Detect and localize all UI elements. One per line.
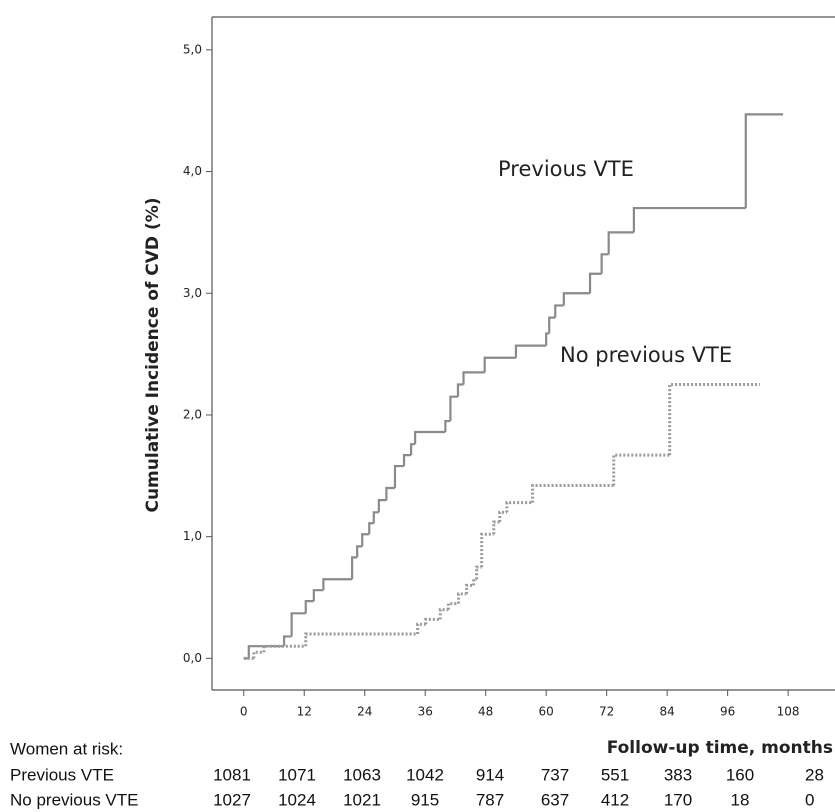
step-segment bbox=[414, 430, 426, 445]
step-segment bbox=[456, 383, 464, 397]
step-segment bbox=[449, 395, 458, 422]
step-segment bbox=[462, 371, 485, 385]
risk-count: 1063 bbox=[343, 765, 381, 784]
step-segment bbox=[304, 600, 314, 614]
x-tick-label: 36 bbox=[418, 705, 433, 719]
risk-count: 1042 bbox=[406, 765, 444, 784]
step-segment bbox=[444, 419, 451, 432]
step-segment bbox=[588, 272, 602, 294]
step-segment bbox=[402, 454, 412, 467]
risk-count: 170 bbox=[664, 790, 692, 809]
step-segment bbox=[385, 486, 395, 501]
x-tick-label: 96 bbox=[720, 705, 735, 719]
step-segment bbox=[322, 578, 353, 591]
step-segment bbox=[483, 356, 516, 373]
risk-count: 0 bbox=[805, 790, 814, 809]
y-tick-label: 0,0 bbox=[183, 651, 202, 665]
step-segment bbox=[368, 522, 374, 535]
y-tick-label: 5,0 bbox=[183, 42, 202, 56]
step-segment bbox=[465, 583, 474, 594]
y-tick-label: 3,0 bbox=[183, 286, 202, 300]
y-tick-label: 1,0 bbox=[183, 529, 202, 543]
risk-count: 18 bbox=[731, 790, 750, 809]
step-segment bbox=[668, 383, 760, 456]
y-axis-label: Cumulative Incidence of CVD (%) bbox=[143, 197, 163, 512]
step-segment bbox=[744, 113, 784, 209]
risk-count: 383 bbox=[664, 765, 692, 784]
series-annotation: Previous VTE bbox=[498, 157, 634, 181]
step-segment bbox=[304, 632, 418, 647]
step-segment bbox=[456, 592, 467, 604]
step-segment bbox=[424, 617, 441, 625]
step-segment bbox=[472, 577, 477, 586]
step-segment bbox=[554, 304, 564, 318]
step-segment bbox=[498, 510, 507, 523]
step-segment bbox=[607, 231, 634, 255]
step-segment bbox=[505, 501, 533, 513]
series-annotation: No previous VTE bbox=[560, 343, 732, 367]
step-segment bbox=[531, 484, 614, 503]
step-segment bbox=[247, 645, 285, 659]
step-segment bbox=[545, 332, 550, 346]
step-segment bbox=[600, 253, 609, 274]
step-segment bbox=[438, 608, 449, 620]
step-segment bbox=[351, 556, 358, 580]
step-segment bbox=[632, 206, 746, 233]
risk-count: 160 bbox=[726, 765, 754, 784]
risk-count: 1081 bbox=[213, 765, 251, 784]
risk-count: 1071 bbox=[278, 765, 316, 784]
step-segment bbox=[446, 602, 459, 610]
risk-count: 551 bbox=[601, 765, 629, 784]
step-segment bbox=[480, 532, 494, 568]
risk-row-label: No previous VTE bbox=[10, 790, 139, 809]
risk-count: 1024 bbox=[278, 790, 316, 809]
step-segment bbox=[409, 443, 416, 456]
step-segment bbox=[492, 520, 500, 535]
step-segment bbox=[562, 292, 591, 306]
risk-table-title: Women at risk: bbox=[10, 739, 123, 758]
step-segment bbox=[612, 453, 670, 486]
step-segment bbox=[393, 464, 405, 488]
risk-count: 787 bbox=[476, 790, 504, 809]
risk-count: 28 bbox=[805, 765, 824, 784]
x-tick-label: 12 bbox=[297, 705, 312, 719]
step-segment bbox=[416, 622, 426, 635]
x-tick-label: 24 bbox=[357, 705, 372, 719]
y-tick-label: 4,0 bbox=[183, 164, 202, 178]
risk-count: 1021 bbox=[343, 790, 381, 809]
step-segment bbox=[361, 533, 370, 547]
step-segment bbox=[356, 545, 363, 558]
step-segment bbox=[252, 650, 264, 659]
step-segment bbox=[548, 316, 556, 334]
x-tick-label: 108 bbox=[777, 705, 800, 719]
risk-count: 637 bbox=[541, 790, 569, 809]
step-segment bbox=[377, 499, 387, 513]
x-tick-label: 84 bbox=[660, 705, 675, 719]
step-segment bbox=[372, 511, 379, 524]
risk-count: 1027 bbox=[213, 790, 251, 809]
step-segment bbox=[475, 565, 482, 580]
x-tick-label: 48 bbox=[478, 705, 493, 719]
x-axis-label: Follow-up time, months bbox=[607, 738, 833, 758]
step-segment bbox=[290, 612, 306, 637]
risk-row-label: Previous VTE bbox=[10, 765, 114, 784]
step-segment bbox=[312, 589, 324, 602]
step-segment bbox=[282, 635, 292, 647]
risk-count: 737 bbox=[541, 765, 569, 784]
y-tick-label: 2,0 bbox=[183, 407, 202, 421]
x-tick-label: 60 bbox=[539, 705, 554, 719]
x-tick-label: 0 bbox=[240, 705, 248, 719]
risk-count: 915 bbox=[411, 790, 439, 809]
step-segment bbox=[262, 644, 298, 653]
step-segment bbox=[514, 344, 547, 358]
risk-count: 914 bbox=[476, 765, 504, 784]
risk-count: 412 bbox=[601, 790, 629, 809]
x-tick-label: 72 bbox=[599, 705, 614, 719]
